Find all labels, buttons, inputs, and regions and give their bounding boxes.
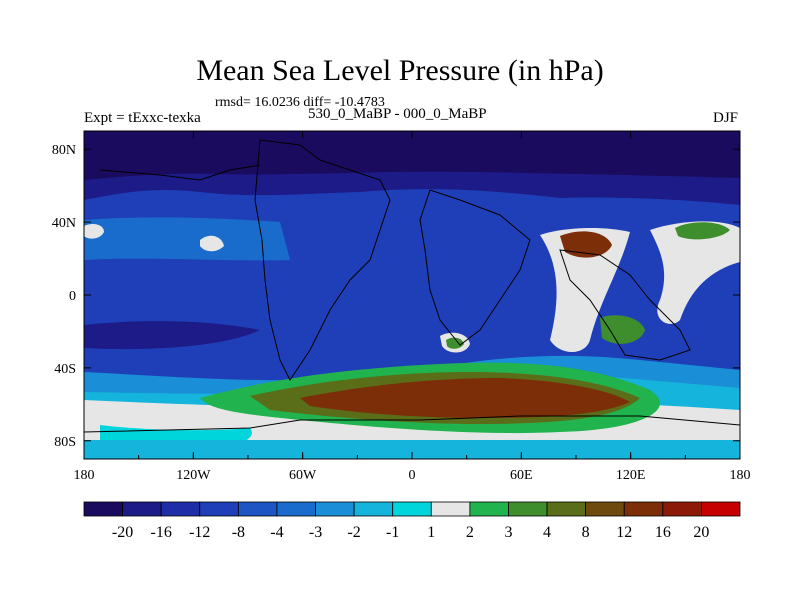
colorbar-swatch [508,501,548,517]
stats-label: rmsd= 16.0236 diff= -10.4783 [215,95,385,110]
asian-high-core [560,231,612,258]
colorbar-swatch [83,501,123,517]
coastlines [84,139,740,433]
colorbar-label: -1 [386,524,399,541]
colorbar-label: -12 [189,524,210,541]
colorbar-label: 12 [616,524,632,541]
season-label: DJF [713,110,739,126]
y-tick-label: 0 [69,289,76,304]
north-pacific-band [84,217,290,261]
colorbar-swatch [122,501,162,517]
colorbar-label: -2 [347,524,360,541]
colorbar-label: 16 [655,524,671,541]
colorbar-label: 1 [427,524,435,541]
x-tick-label: 0 [409,468,416,483]
colorbar-swatch [392,501,432,517]
colorbar-swatch [701,501,741,517]
x-tick-label: 180 [730,468,751,483]
comparison-subtitle: 530_0_MaBP - 000_0_MaBP [308,106,487,122]
colorbar-swatch [430,501,471,517]
colorbar-swatch [237,501,278,517]
west-edge-spot [84,224,104,239]
chart-title: Mean Sea Level Pressure (in hPa) [196,54,604,87]
pacific-high [675,222,730,240]
x-tick-label: 60W [289,468,317,483]
colorbar-label: 2 [466,524,474,541]
colorbar-swatch [353,501,394,517]
colorbar-label: 20 [693,524,709,541]
antarctic-edge [84,440,740,459]
x-tick-label: 120W [176,468,211,483]
colorbar-swatch [585,501,625,517]
y-tick-label: 80N [52,143,76,158]
australian-high [600,315,645,344]
south-high-core [300,378,630,418]
african-high-core [446,337,464,349]
field [84,131,740,459]
colorbar-label: 4 [543,524,551,541]
colorbar-swatch [469,501,509,517]
colorbar-label: -3 [309,524,322,541]
colorbar-label: -8 [232,524,245,541]
colorbar-label: -20 [112,524,133,541]
colorbar-swatch [199,501,239,517]
colorbar-swatch [546,501,587,517]
southeast-pacific-low [84,321,260,350]
colorbar-label: -4 [270,524,283,541]
colorbar-swatch [662,501,702,517]
colorbar-swatch [160,501,201,517]
x-tick-label: 180 [74,468,95,483]
pacific-ridge [650,221,740,324]
colorbar-swatch [623,501,664,517]
axes: 180 120W 60W 0 60E 120E 180 80N 40N 0 40S 80S [52,131,751,483]
y-tick-label: 40S [54,362,76,377]
colorbar: -20 -16 -12 -8 -4 -3 -2 -1 1 2 3 4 8 12 16 20 [83,501,741,541]
colorbar-label: -16 [151,524,172,541]
y-tick-label: 80S [54,435,76,450]
colorbar-label: 3 [504,524,512,541]
experiment-label: Expt = tExxc-texka [84,110,201,126]
y-tick-label: 40N [52,216,76,231]
arctic-low-core [84,131,740,180]
x-tick-label: 60E [510,468,533,483]
colorbar-swatch [315,501,355,517]
x-tick-label: 120E [616,468,646,483]
colorbar-label: 8 [582,524,590,541]
north-america-spot [200,235,224,252]
colorbar-swatch [276,501,316,517]
